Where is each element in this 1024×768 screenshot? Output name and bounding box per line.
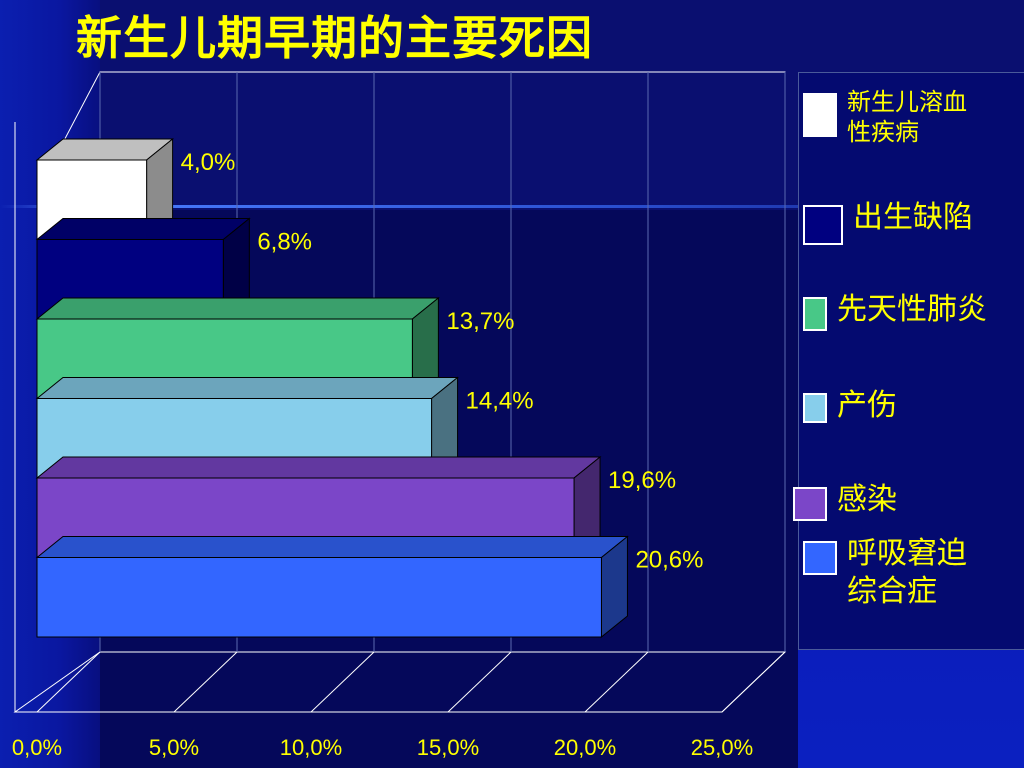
legend-label: 呼吸窘迫 综合症 [847,536,967,609]
legend-label: 新生儿溶血 性疾病 [847,88,967,146]
x-tick-label-4: 20,0% [554,735,616,760]
bar-5 [35,535,629,639]
legend-item-1: 出生缺陷 [803,199,973,245]
legend: 新生儿溶血 性疾病出生缺陷先天性肺炎产伤感染呼吸窘迫 综合症 [793,72,1024,650]
x-tick-label-2: 10,0% [280,735,342,760]
gridline-floor-1 [173,651,238,713]
gridline-floor-3 [447,651,512,713]
x-tick-label-1: 5,0% [149,735,199,760]
legend-item-3: 产伤 [803,387,897,425]
data-label-2: 13,7% [446,308,514,335]
data-label-3: 14,4% [466,388,534,415]
x-tick-label-5: 25,0% [691,735,753,760]
bar-top-face [35,297,440,320]
legend-label: 产伤 [837,388,897,423]
gridline-floor-2 [310,651,375,713]
gridline-floor-0 [36,651,101,713]
legend-item-4: 感染 [793,481,897,521]
legend-swatch [803,297,827,331]
page-title: 新生儿期早期的主要死因 [76,11,593,65]
legend-swatch [803,393,827,423]
bar-front-face [36,557,602,638]
legend-item-2: 先天性肺炎 [803,291,987,331]
legend-swatch [803,93,837,137]
gridline-floor-4 [584,651,649,713]
legend-label: 先天性肺炎 [837,292,987,327]
chart-floor [13,651,787,713]
x-axis-ticks: 0,0% 5,0% 10,0% 15,0% 20,0% 25,0% [12,735,753,760]
legend-label: 感染 [837,482,897,517]
bar-top-face [35,456,602,479]
x-tick-label-0: 0,0% [12,735,62,760]
bar-top-face [35,377,459,399]
gridline-floor-5 [721,651,786,713]
data-label-4: 19,6% [608,467,676,494]
legend-swatch [803,205,843,245]
chart-bars [35,137,629,639]
data-label-0: 4,0% [181,149,236,176]
background-accent-line [0,205,1024,208]
chart-data-labels: 4,0% 6,8% 13,7% 14,4% 19,6% 20,6% [181,149,704,574]
bar-top-face [35,536,629,558]
legend-swatch [803,541,837,575]
x-tick-label-3: 15,0% [417,735,479,760]
data-label-1: 6,8% [257,229,312,256]
legend-swatch [793,487,827,521]
data-label-5: 20,6% [635,547,703,574]
legend-label: 出生缺陷 [853,200,973,235]
bar-top-face [35,218,251,240]
legend-item-5: 呼吸窘迫 综合症 [803,535,967,610]
legend-item-0: 新生儿溶血 性疾病 [803,87,967,147]
